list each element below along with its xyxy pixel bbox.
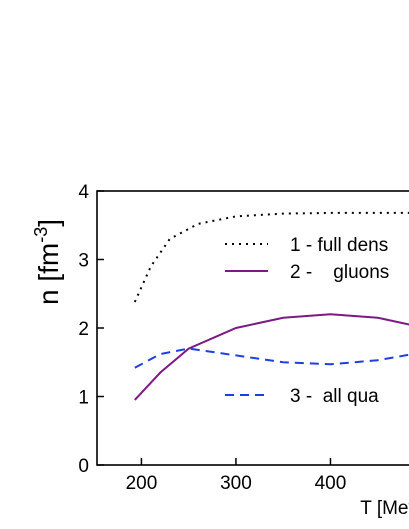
y-label-close: ] <box>33 219 64 227</box>
legend-label: 2 - gluons <box>290 262 389 283</box>
y-axis-label: n [fm-3] <box>31 219 64 305</box>
y-tick-label: 0 <box>78 456 89 477</box>
y-tick-label: 1 <box>78 388 89 409</box>
y-label-sup: -3 <box>31 227 51 243</box>
x-tick-label: 300 <box>220 473 252 494</box>
y-label-main: n [fm <box>33 243 64 305</box>
legend-label: 1 - full dens <box>290 235 388 256</box>
x-tick-label: 200 <box>126 473 158 494</box>
y-tick-label: 4 <box>78 182 89 203</box>
y-tick-label: 2 <box>78 319 89 340</box>
series-line <box>134 347 409 369</box>
plot-frame <box>96 190 409 466</box>
y-tick-label: 3 <box>78 251 89 272</box>
legend-label: 3 - all qua <box>290 386 379 407</box>
series-line <box>133 211 409 303</box>
series-line <box>134 313 409 401</box>
x-axis-label: T [Mev <box>360 498 409 519</box>
x-tick-label: 400 <box>315 473 347 494</box>
